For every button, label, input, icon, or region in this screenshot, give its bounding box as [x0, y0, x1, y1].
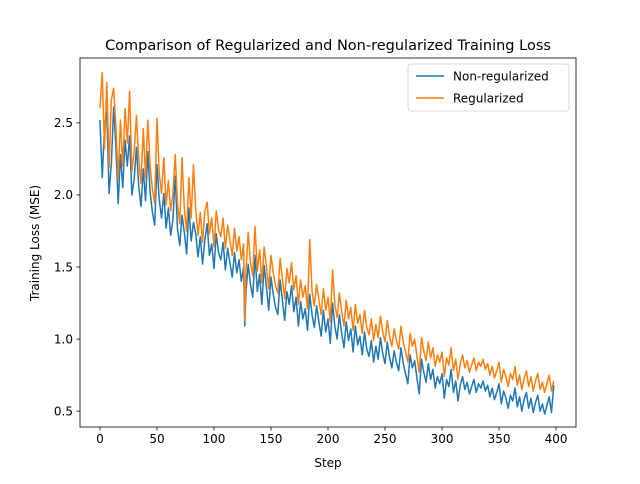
series-line-0 [99, 106, 555, 415]
x-tick-label: 100 [203, 432, 226, 446]
x-tick-label: 150 [260, 432, 283, 446]
chart-title: Comparison of Regularized and Non-regula… [105, 38, 551, 54]
x-tick-label: 0 [96, 432, 104, 446]
x-tick-label: 400 [545, 432, 568, 446]
x-tick-label: 250 [374, 432, 397, 446]
legend-label-0: Non-regularized [453, 69, 549, 83]
x-tick-label: 350 [488, 432, 511, 446]
plot-area [99, 71, 555, 415]
series-line-1 [99, 71, 555, 394]
x-tick-label: 50 [149, 432, 164, 446]
y-tick-label: 2.0 [54, 188, 73, 202]
x-axis-label: Step [314, 456, 341, 470]
axes: 0 50 100 150 200 250 300 350 400 0.5 1.0 1.5 2.0 2.5 [54, 57, 577, 446]
y-tick-label: 1.0 [54, 332, 73, 346]
y-tick-label: 2.5 [54, 116, 73, 130]
x-tick-label: 300 [431, 432, 454, 446]
y-tick-label: 1.5 [54, 260, 73, 274]
legend-label-1: Regularized [453, 91, 524, 105]
y-axis-label: Training Loss (MSE) [28, 185, 42, 302]
legend-box [407, 63, 570, 112]
x-tick-label: 200 [317, 432, 340, 446]
legend: Non-regularized Regularized [407, 63, 570, 112]
y-tick-label: 0.5 [54, 404, 73, 418]
